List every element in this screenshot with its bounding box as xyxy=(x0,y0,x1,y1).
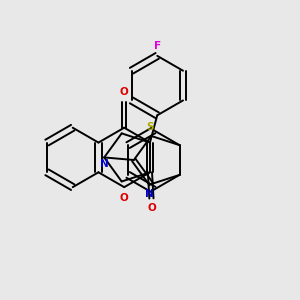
Text: N: N xyxy=(100,159,109,169)
Text: O: O xyxy=(120,193,129,203)
Text: O: O xyxy=(147,203,156,213)
Text: S: S xyxy=(146,122,154,131)
Text: F: F xyxy=(154,41,161,51)
Text: N: N xyxy=(146,188,154,199)
Text: O: O xyxy=(120,87,129,97)
